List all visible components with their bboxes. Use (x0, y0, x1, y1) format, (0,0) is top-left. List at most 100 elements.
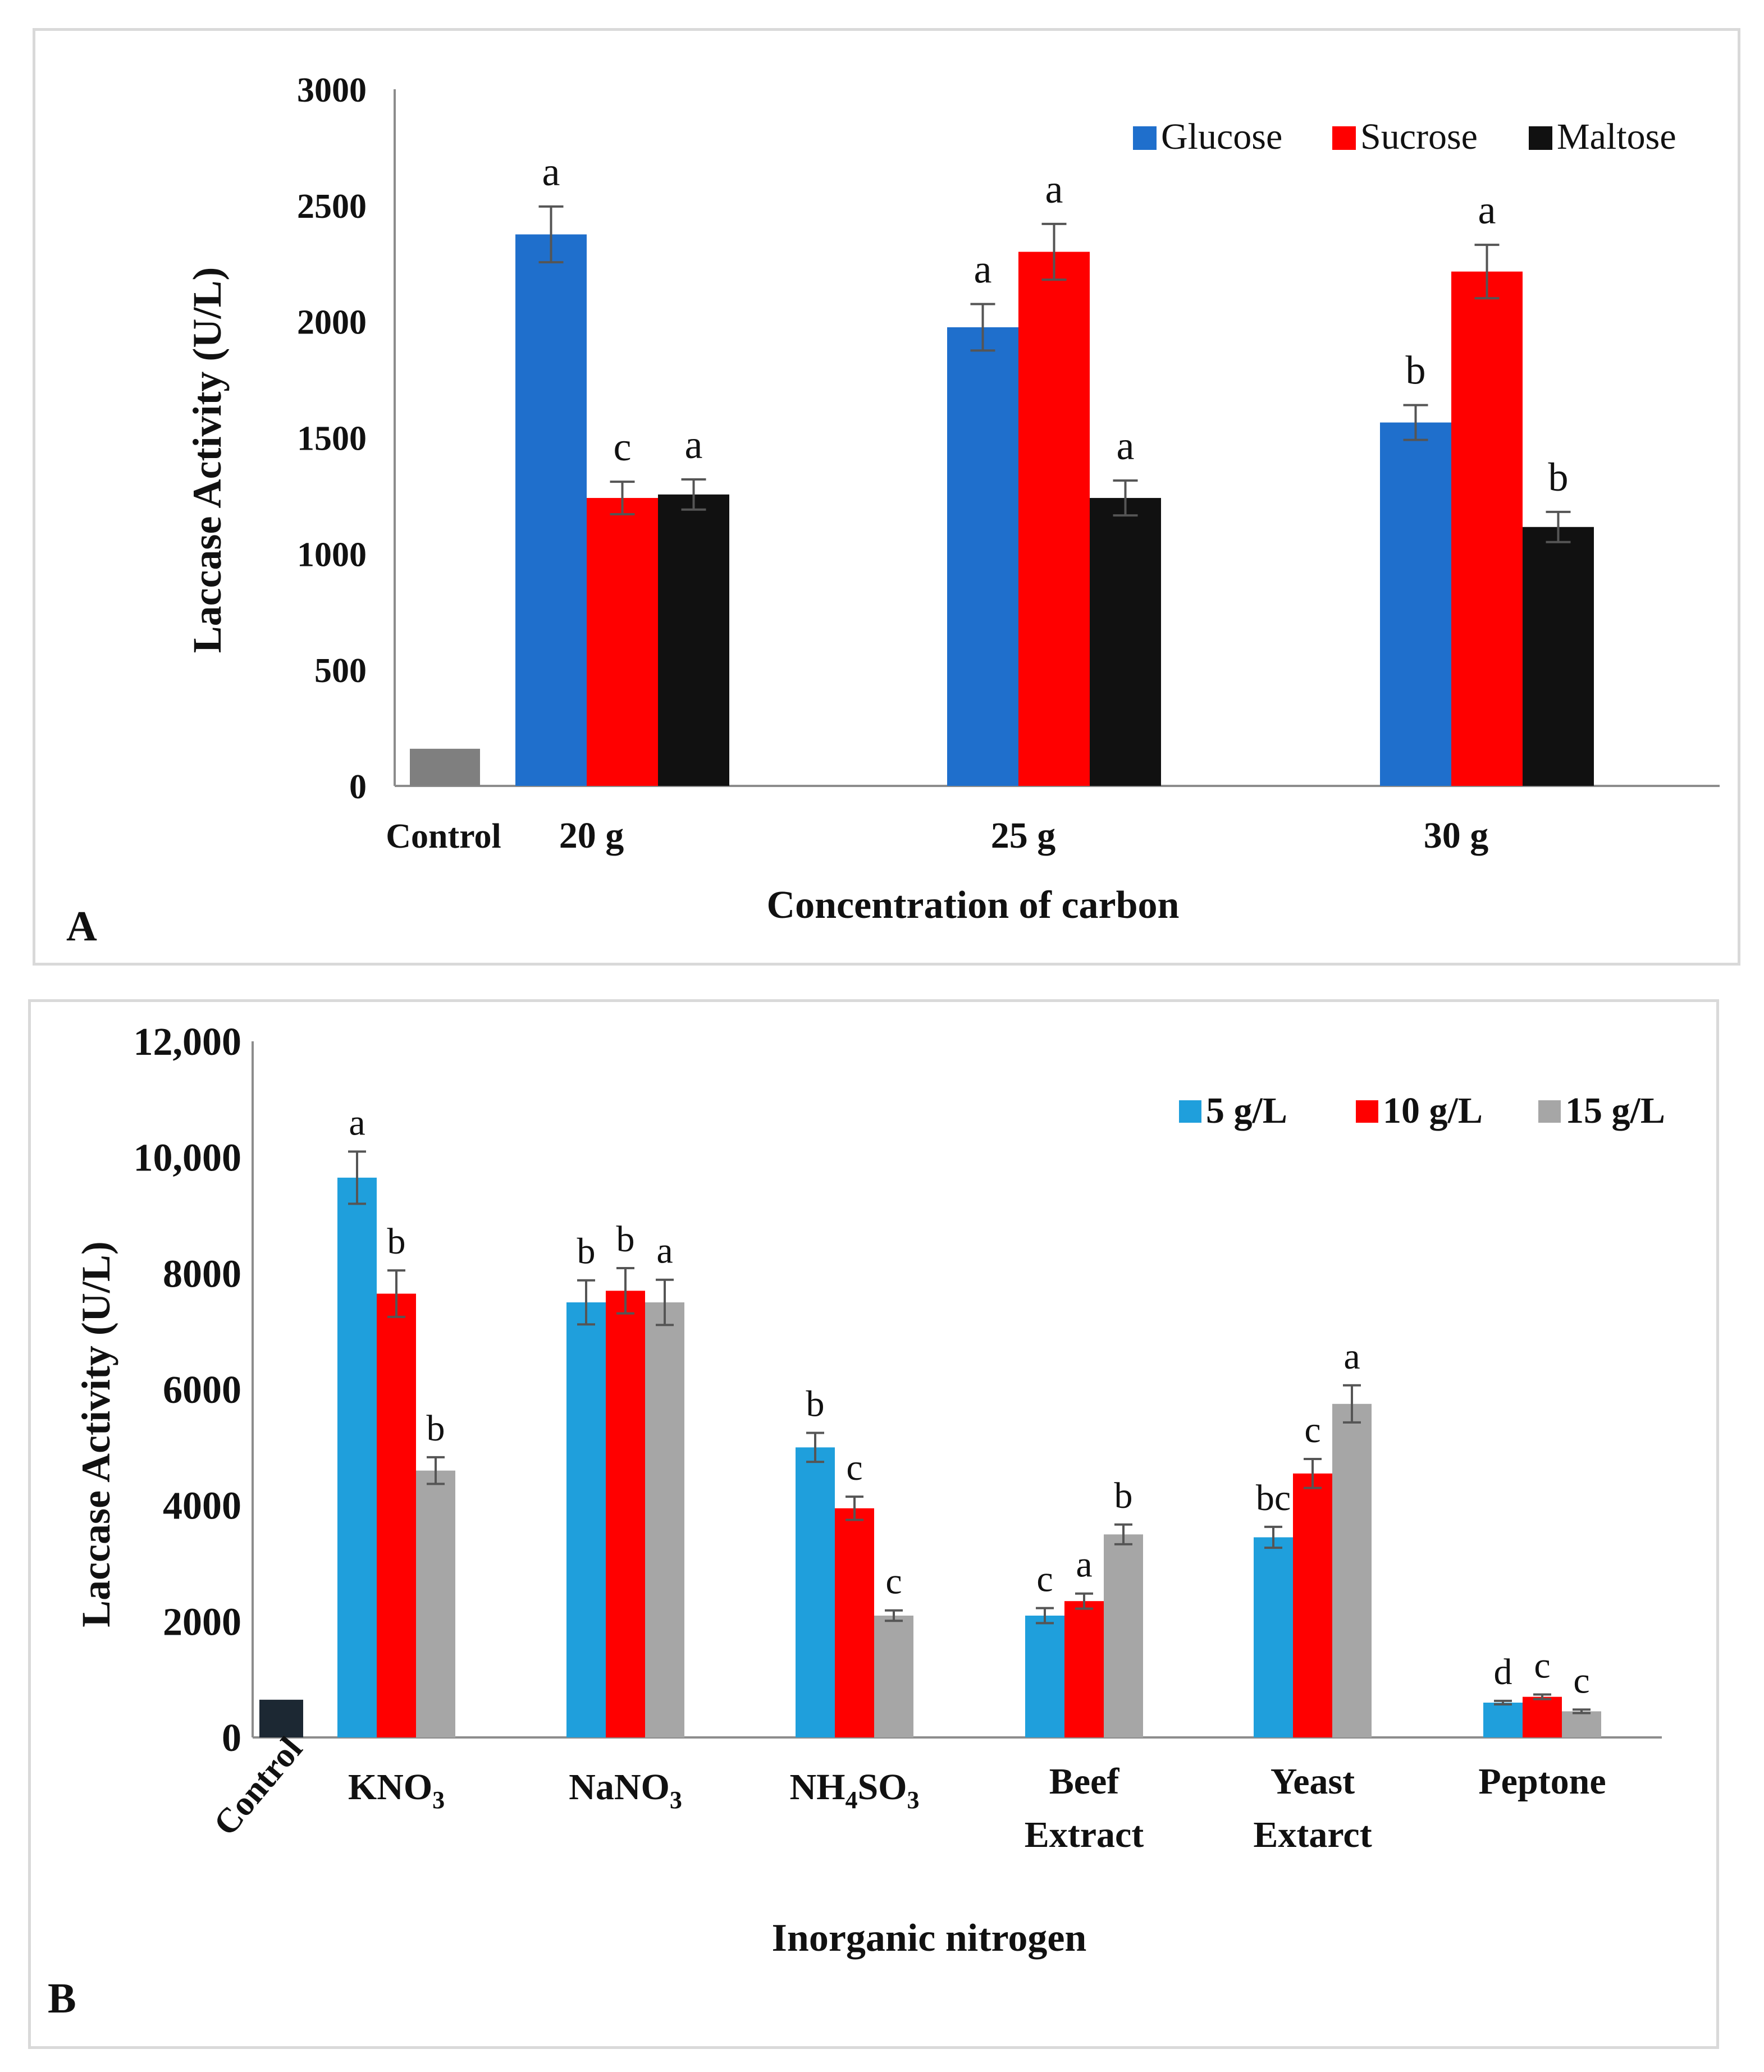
legend-label-2: 15 g/L (1565, 1090, 1665, 1131)
bar-series-0-2 (796, 1447, 835, 1737)
chart-a-svg: 0 500 1000 1500 2000 2500 3000 Laccase Activity… (66, 71, 1720, 950)
significance-letter: c (614, 424, 632, 469)
y-tick-label: 0 (222, 1717, 241, 1760)
x-category-label: NH4SO3 (789, 1767, 919, 1814)
bar-series-0-1 (566, 1302, 606, 1737)
y-tick-label: 3000 (297, 71, 367, 109)
significance-letter: c (1573, 1660, 1589, 1701)
significance-letter: b (616, 1219, 635, 1260)
x-category-label: Beef (1049, 1761, 1120, 1802)
x-category-sub: 3 (670, 1786, 682, 1814)
legend-swatch-0 (1179, 1100, 1201, 1123)
significance-letter: a (1478, 187, 1496, 232)
y-tick-label: 12,000 (134, 1021, 242, 1064)
significance-letter: c (1036, 1559, 1053, 1600)
bar-sucrose-1 (1018, 251, 1090, 786)
bar-maltose-0 (658, 494, 729, 786)
significance-letter: c (846, 1447, 862, 1488)
x-category-main2: SO (857, 1767, 907, 1808)
x-category-label-line2: Extarct (1253, 1814, 1372, 1855)
legend-label-glucose: Glucose (1161, 116, 1282, 157)
x-category-main: NH (789, 1767, 845, 1808)
significance-letter: b (427, 1408, 445, 1449)
significance-letter: a (656, 1231, 673, 1271)
x-category-label: KNO3 (348, 1767, 445, 1814)
legend-label-1: 10 g/L (1383, 1090, 1483, 1131)
y-tick-label: 10,000 (134, 1137, 242, 1180)
y-tick-label: 6000 (163, 1369, 241, 1412)
legend-label-maltose: Maltose (1557, 116, 1676, 157)
bar-glucose-2 (1380, 422, 1451, 786)
significance-letter: a (1343, 1336, 1360, 1377)
chart-b-svg: 0 2000 4000 6000 8000 10,000 12,000 Laccase Act… (48, 1021, 1665, 2022)
control-bar (410, 748, 480, 786)
x-category-label-line2: Extract (1025, 1814, 1144, 1855)
significance-letter: a (685, 422, 703, 467)
legend-swatch-glucose (1133, 126, 1157, 150)
x-axis-title: Inorganic nitrogen (772, 1917, 1087, 1960)
bar-series-0-3 (1025, 1616, 1064, 1737)
y-axis-title: Laccase Activity (U/L) (74, 1241, 118, 1627)
significance-letter: b (1406, 348, 1426, 393)
legend-label-0: 5 g/L (1206, 1090, 1287, 1131)
significance-letter: a (542, 149, 560, 194)
y-tick-label: 1500 (297, 420, 367, 458)
y-axis-title: Laccase Activity (U/L) (185, 267, 230, 653)
panel-label: B (48, 1975, 76, 2022)
x-category-label: NaNO3 (569, 1767, 682, 1814)
legend-swatch-sucrose (1332, 126, 1356, 150)
panel-label: A (66, 903, 97, 950)
bar-series-2-1 (645, 1302, 684, 1737)
x-axis-title: Concentration of carbon (767, 884, 1180, 927)
x-category-main: KNO (348, 1767, 432, 1808)
bar-series-2-3 (1104, 1534, 1143, 1737)
significance-letter: bc (1256, 1478, 1291, 1518)
y-tick-label: 1000 (297, 536, 367, 574)
significance-letter: b (806, 1384, 825, 1425)
x-category-label: 25 g (991, 815, 1056, 856)
bar-series-1-5 (1523, 1696, 1562, 1737)
significance-letter: c (1304, 1410, 1320, 1451)
bar-series-2-4 (1332, 1403, 1372, 1737)
control-bar (259, 1699, 303, 1737)
significance-letter: b (577, 1231, 596, 1272)
bar-glucose-0 (515, 234, 587, 786)
bar-series-1-2 (835, 1508, 874, 1737)
x-category-label: Yeast (1271, 1761, 1355, 1802)
bar-series-1-4 (1293, 1473, 1332, 1737)
legend-label-sucrose: Sucrose (1360, 116, 1478, 157)
significance-letter: a (1076, 1544, 1092, 1585)
bar-series-0-4 (1254, 1537, 1293, 1737)
x-category-sub: 3 (432, 1786, 445, 1814)
bar-series-0-5 (1483, 1703, 1523, 1737)
x-category-main: NaNO (569, 1767, 670, 1808)
x-category-label: 20 g (559, 815, 624, 856)
significance-letter: a (1045, 167, 1063, 212)
y-tick-label: 4000 (163, 1485, 241, 1528)
bar-maltose-2 (1523, 527, 1594, 786)
x-category-label: 30 g (1424, 815, 1489, 856)
y-tick-label: 500 (314, 652, 367, 690)
x-category-sub2: 3 (907, 1786, 920, 1814)
significance-letter: b (387, 1221, 406, 1262)
x-category-sub: 4 (845, 1786, 857, 1814)
bar-series-1-3 (1064, 1601, 1104, 1737)
y-tick-label: 2000 (297, 304, 367, 342)
significance-letter: a (974, 247, 992, 292)
bar-maltose-1 (1090, 498, 1161, 786)
y-tick-label: 2500 (297, 187, 367, 226)
panel-b: 0 2000 4000 6000 8000 10,000 12,000 Laccase Act… (28, 999, 1719, 2049)
y-tick-label: 0 (349, 768, 367, 806)
y-tick-label: 2000 (163, 1600, 241, 1644)
panel-a: 0 500 1000 1500 2000 2500 3000 Laccase Activity… (33, 28, 1740, 966)
y-tick-label: 8000 (163, 1252, 241, 1296)
significance-letter: d (1494, 1652, 1512, 1693)
bar-series-1-0 (377, 1293, 416, 1737)
significance-letter: c (1534, 1645, 1550, 1686)
bar-series-2-0 (416, 1470, 455, 1737)
significance-letter: a (1117, 423, 1135, 468)
significance-letter: a (349, 1102, 365, 1143)
legend-swatch-maltose (1529, 126, 1552, 150)
bar-series-0-0 (337, 1177, 377, 1737)
significance-letter: c (885, 1561, 902, 1602)
